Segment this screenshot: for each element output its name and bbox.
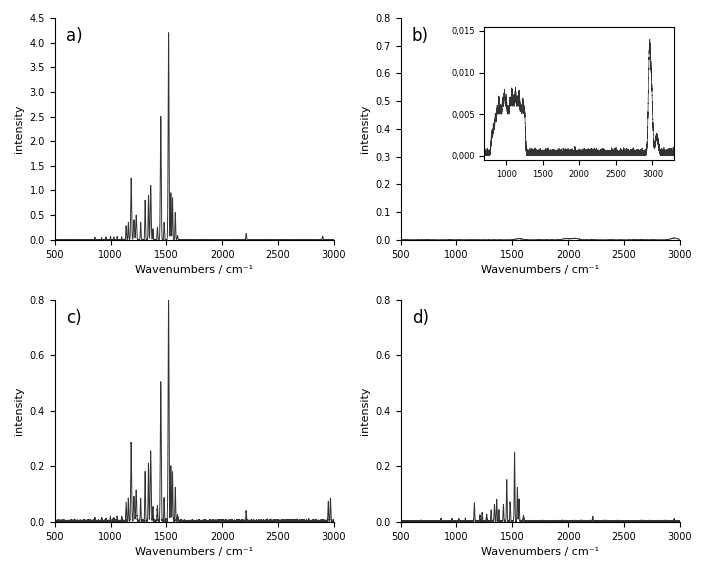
X-axis label: Wavenumbers / cm⁻¹: Wavenumbers / cm⁻¹ xyxy=(481,265,599,275)
X-axis label: Wavenumbers / cm⁻¹: Wavenumbers / cm⁻¹ xyxy=(481,547,599,557)
Text: b): b) xyxy=(412,27,429,45)
Y-axis label: intensity: intensity xyxy=(14,387,24,435)
X-axis label: Wavenumbers / cm⁻¹: Wavenumbers / cm⁻¹ xyxy=(136,265,253,275)
Y-axis label: intensity: intensity xyxy=(360,387,370,435)
Y-axis label: intensity: intensity xyxy=(360,104,370,153)
X-axis label: Wavenumbers / cm⁻¹: Wavenumbers / cm⁻¹ xyxy=(136,547,253,557)
Y-axis label: intensity: intensity xyxy=(14,104,24,153)
Text: a): a) xyxy=(66,27,83,45)
Text: d): d) xyxy=(412,309,429,327)
Text: c): c) xyxy=(66,309,81,327)
